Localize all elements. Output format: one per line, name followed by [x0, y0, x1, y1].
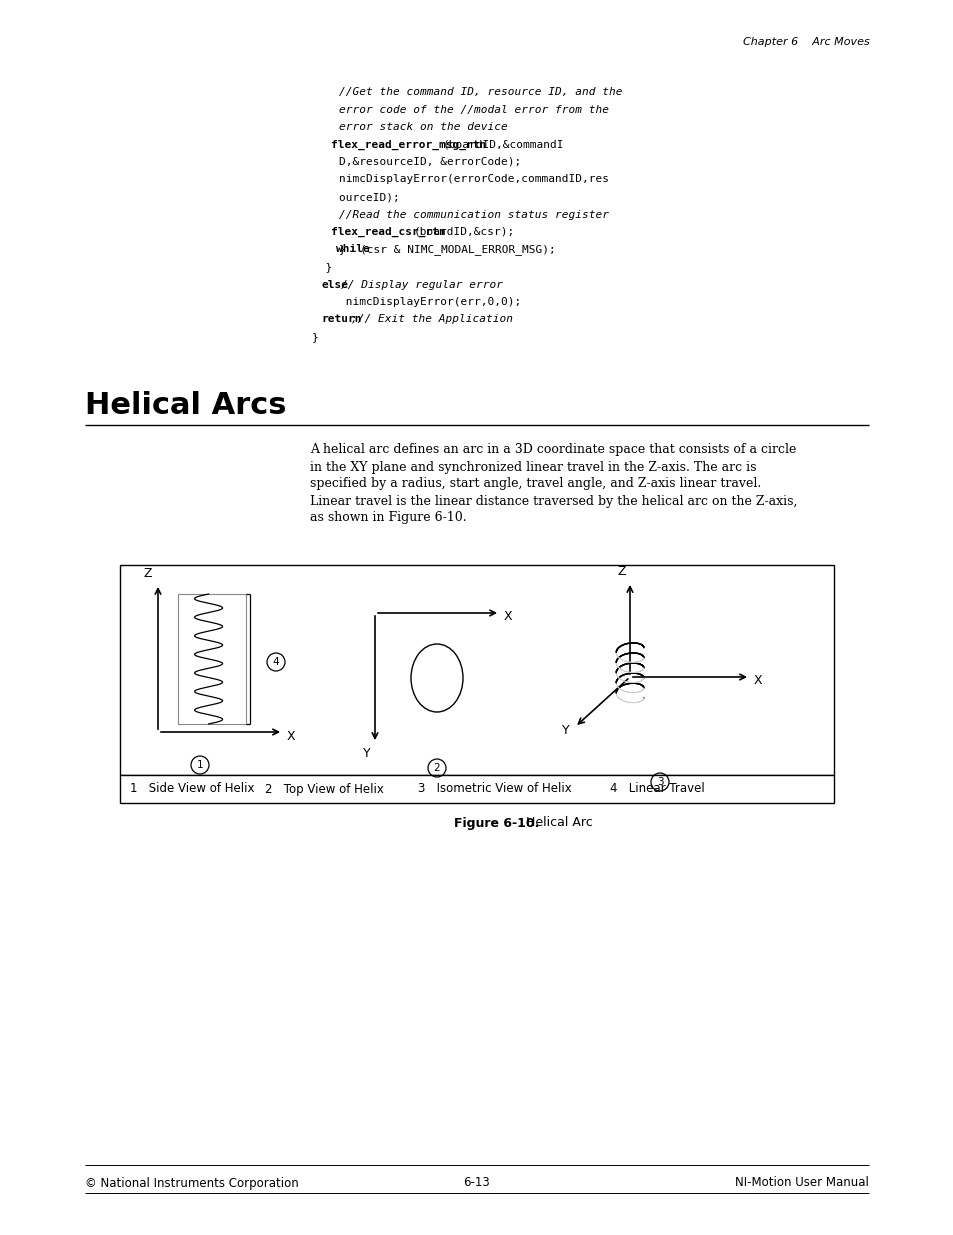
Text: X: X — [287, 730, 295, 742]
Text: 3: 3 — [656, 777, 662, 787]
Text: error code of the //modal error from the: error code of the //modal error from the — [312, 105, 608, 115]
Text: ourceID);: ourceID); — [312, 191, 399, 203]
Text: Helical Arc: Helical Arc — [517, 816, 592, 830]
Text: }: } — [312, 332, 318, 342]
Text: as shown in Figure 6-10.: as shown in Figure 6-10. — [310, 511, 466, 525]
Text: nimcDisplayError(err,0,0);: nimcDisplayError(err,0,0); — [312, 296, 520, 308]
Text: ;// Exit the Application: ;// Exit the Application — [350, 315, 512, 325]
Text: in the XY plane and synchronized linear travel in the Z-axis. The arc is: in the XY plane and synchronized linear … — [310, 461, 756, 473]
Text: Figure 6-10.: Figure 6-10. — [454, 816, 538, 830]
Text: Chapter 6    Arc Moves: Chapter 6 Arc Moves — [742, 37, 869, 47]
Text: NI-Motion User Manual: NI-Motion User Manual — [735, 1177, 868, 1189]
Text: //Read the communication status register: //Read the communication status register — [312, 210, 608, 220]
Text: Y: Y — [561, 725, 569, 737]
Text: X: X — [753, 673, 761, 687]
Text: else: else — [321, 279, 348, 289]
Text: 4   Linear Travel: 4 Linear Travel — [609, 783, 704, 795]
Text: 4: 4 — [273, 657, 279, 667]
Text: while: while — [335, 245, 370, 254]
Text: 2: 2 — [434, 763, 440, 773]
Text: A helical arc defines an arc in a 3D coordinate space that consists of a circle: A helical arc defines an arc in a 3D coo… — [310, 443, 796, 457]
Text: //Get the command ID, resource ID, and the: //Get the command ID, resource ID, and t… — [312, 86, 622, 98]
Text: }: } — [312, 245, 345, 254]
Text: 1: 1 — [196, 760, 203, 769]
Text: flex_read_error_msg_rtn: flex_read_error_msg_rtn — [331, 140, 486, 149]
Text: return: return — [321, 315, 362, 325]
Text: error stack on the device: error stack on the device — [312, 122, 507, 132]
Text: Linear travel is the linear distance traversed by the helical arc on the Z-axis,: Linear travel is the linear distance tra… — [310, 494, 797, 508]
Text: Z: Z — [618, 564, 625, 578]
Text: }: } — [312, 262, 332, 272]
Text: specified by a radius, start angle, travel angle, and Z-axis linear travel.: specified by a radius, start angle, trav… — [310, 478, 760, 490]
Text: 3   Isometric View of Helix: 3 Isometric View of Helix — [417, 783, 571, 795]
Bar — [120, 564, 833, 776]
Text: 2   Top View of Helix: 2 Top View of Helix — [265, 783, 383, 795]
Text: X: X — [503, 610, 512, 622]
Text: D,&resourceID, &errorCode);: D,&resourceID, &errorCode); — [312, 157, 520, 167]
Text: © National Instruments Corporation: © National Instruments Corporation — [85, 1177, 298, 1189]
Text: Z: Z — [144, 567, 152, 580]
Text: (csr & NIMC_MODAL_ERROR_MSG);: (csr & NIMC_MODAL_ERROR_MSG); — [360, 245, 556, 254]
Text: // Display regular error: // Display regular error — [340, 279, 502, 289]
Text: 6-13: 6-13 — [463, 1177, 490, 1189]
Text: flex_read_csr_rtn: flex_read_csr_rtn — [331, 227, 446, 237]
Text: (boardID,&commandI: (boardID,&commandI — [441, 140, 563, 149]
Text: nimcDisplayError(errorCode,commandID,res: nimcDisplayError(errorCode,commandID,res — [312, 174, 608, 184]
Text: (boardID,&csr);: (boardID,&csr); — [413, 227, 514, 237]
Bar — [120, 776, 833, 803]
Text: Y: Y — [363, 747, 371, 760]
Bar — [178, 594, 246, 724]
Text: Helical Arcs: Helical Arcs — [85, 390, 286, 420]
Text: 1   Side View of Helix: 1 Side View of Helix — [130, 783, 254, 795]
